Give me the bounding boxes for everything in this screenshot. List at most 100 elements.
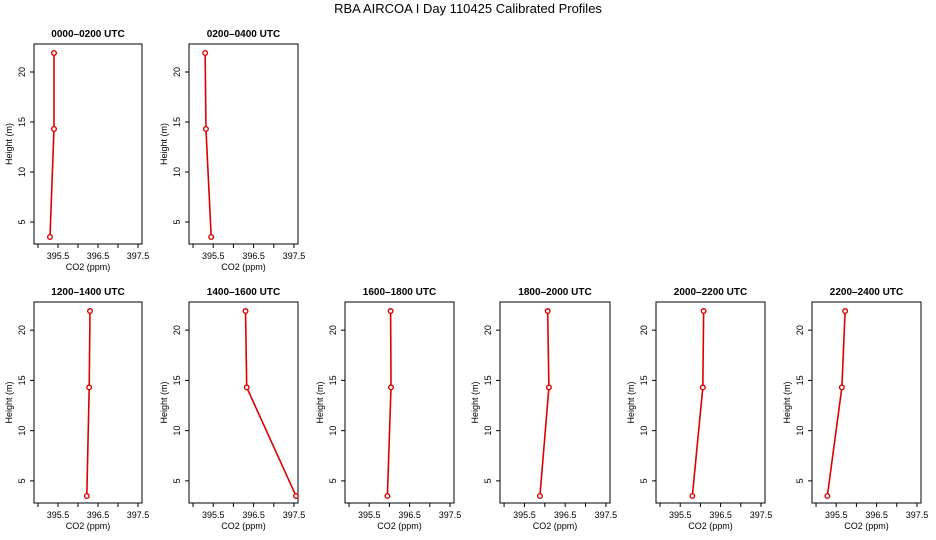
x-tick-label: 395.5 <box>47 510 70 520</box>
profile-point <box>838 384 845 391</box>
profile-line <box>539 311 550 497</box>
x-axis-label: CO2 (ppm) <box>66 521 111 531</box>
y-axis-label: Height (m) <box>470 381 480 423</box>
y-tick-label: 15 <box>17 375 27 385</box>
y-tick-label: 5 <box>17 219 27 224</box>
x-axis-label: CO2 (ppm) <box>844 521 889 531</box>
x-tick-label: 396.5 <box>398 510 421 520</box>
x-tick-label: 397.5 <box>283 510 306 520</box>
profile-point <box>824 492 831 499</box>
x-tick-label: 395.5 <box>825 510 848 520</box>
profile-line <box>86 311 91 496</box>
y-tick-label: 10 <box>639 426 649 436</box>
figure-title: RBA AIRCOA I Day 110425 Calibrated Profi… <box>334 1 602 16</box>
panel-title: 2200–2400 UTC <box>830 287 903 298</box>
panel-title: 1400–1600 UTC <box>207 287 280 298</box>
x-tick-label: 397.5 <box>595 510 618 520</box>
y-tick-label: 15 <box>483 375 493 385</box>
x-tick-label: 397.5 <box>906 510 929 520</box>
panel-2: 0200–0400 UTC 395.5 396.5 397.5 5 10 15 20 CO2 (… <box>159 29 305 272</box>
panel-7: 2000–2200 UTC 395.5 396.5 397.5 5 10 15 20 CO2 (… <box>626 287 772 531</box>
plot-frame <box>33 43 143 245</box>
y-tick-label: 15 <box>17 117 27 127</box>
profile-point <box>51 50 58 57</box>
profile-point <box>700 308 707 315</box>
profile-point <box>83 492 90 499</box>
profile-line <box>204 52 213 238</box>
y-tick-label: 5 <box>795 478 805 483</box>
x-tick-label: 395.5 <box>358 510 381 520</box>
x-tick-label: 396.5 <box>87 251 110 261</box>
y-tick-label: 15 <box>172 375 182 385</box>
y-tick-label: 5 <box>639 478 649 483</box>
profile-line <box>244 311 297 497</box>
profile-point <box>86 308 93 315</box>
panel-title: 1600–1800 UTC <box>363 287 436 298</box>
y-tick-label: 5 <box>17 478 27 483</box>
x-axis-label: CO2 (ppm) <box>221 262 266 272</box>
profile-point <box>842 308 849 315</box>
x-tick-label: 396.5 <box>709 510 732 520</box>
panel-5: 1600–1800 UTC 395.5 396.5 397.5 5 10 15 20 CO2 (… <box>315 287 461 531</box>
y-axis-label: Height (m) <box>4 381 14 423</box>
profile-point <box>689 492 696 499</box>
y-axis-label: Height (m) <box>4 123 14 165</box>
plot-frame <box>811 301 922 504</box>
y-tick-label: 10 <box>172 167 182 177</box>
profile-line <box>826 311 846 497</box>
y-tick-label: 20 <box>639 325 649 335</box>
y-tick-label: 5 <box>172 478 182 483</box>
x-tick-label: 396.5 <box>242 510 265 520</box>
y-tick-label: 10 <box>328 426 338 436</box>
profile-point <box>545 384 552 391</box>
plot-frame <box>33 301 143 504</box>
x-axis-label: CO2 (ppm) <box>377 521 422 531</box>
y-tick-label: 20 <box>17 325 27 335</box>
plot-frame <box>499 301 611 504</box>
x-tick-label: 396.5 <box>865 510 888 520</box>
y-tick-label: 10 <box>17 167 27 177</box>
x-tick-label: 395.5 <box>513 510 536 520</box>
y-tick-label: 5 <box>172 219 182 224</box>
panel-title: 0000–0200 UTC <box>51 29 124 40</box>
panel-4: 1400–1600 UTC 395.5 396.5 397.5 5 10 15 20 CO2 (… <box>159 287 305 531</box>
profile-point <box>202 50 209 57</box>
profile-point <box>544 308 551 315</box>
profile-point <box>388 384 395 391</box>
profile-point <box>47 233 54 240</box>
profile-point <box>243 384 250 391</box>
y-tick-label: 20 <box>328 325 338 335</box>
profile-line <box>691 311 705 497</box>
panel-title: 1800–2000 UTC <box>518 287 591 298</box>
panel-title: 0200–0400 UTC <box>207 29 280 40</box>
x-tick-label: 397.5 <box>439 510 462 520</box>
profile-point <box>699 384 706 391</box>
plot-frame <box>655 301 766 504</box>
profile-point <box>51 125 58 132</box>
plot-frame <box>188 43 299 245</box>
y-tick-label: 15 <box>172 117 182 127</box>
x-axis-label: CO2 (ppm) <box>221 521 266 531</box>
plot-frame <box>188 301 299 504</box>
profile-point <box>384 492 391 499</box>
y-tick-label: 20 <box>17 67 27 77</box>
x-axis-label: CO2 (ppm) <box>66 262 111 272</box>
x-tick-label: 397.5 <box>127 251 150 261</box>
profile-point <box>242 308 249 315</box>
y-axis-label: Height (m) <box>782 381 792 423</box>
profile-point <box>292 492 299 499</box>
y-axis-label: Height (m) <box>159 381 169 423</box>
profile-point <box>536 492 543 499</box>
panel-title: 2000–2200 UTC <box>674 287 747 298</box>
y-tick-label: 20 <box>172 325 182 335</box>
y-axis-label: Height (m) <box>626 381 636 423</box>
x-tick-label: 395.5 <box>202 251 225 261</box>
panel-1: 0000–0200 UTC 395.5 396.5 397.5 5 10 15 20 CO2 (… <box>4 29 149 272</box>
y-tick-label: 20 <box>483 325 493 335</box>
y-tick-label: 10 <box>483 426 493 436</box>
y-tick-label: 20 <box>795 325 805 335</box>
y-tick-label: 10 <box>795 426 805 436</box>
x-tick-label: 395.5 <box>669 510 692 520</box>
y-axis-label: Height (m) <box>159 123 169 165</box>
